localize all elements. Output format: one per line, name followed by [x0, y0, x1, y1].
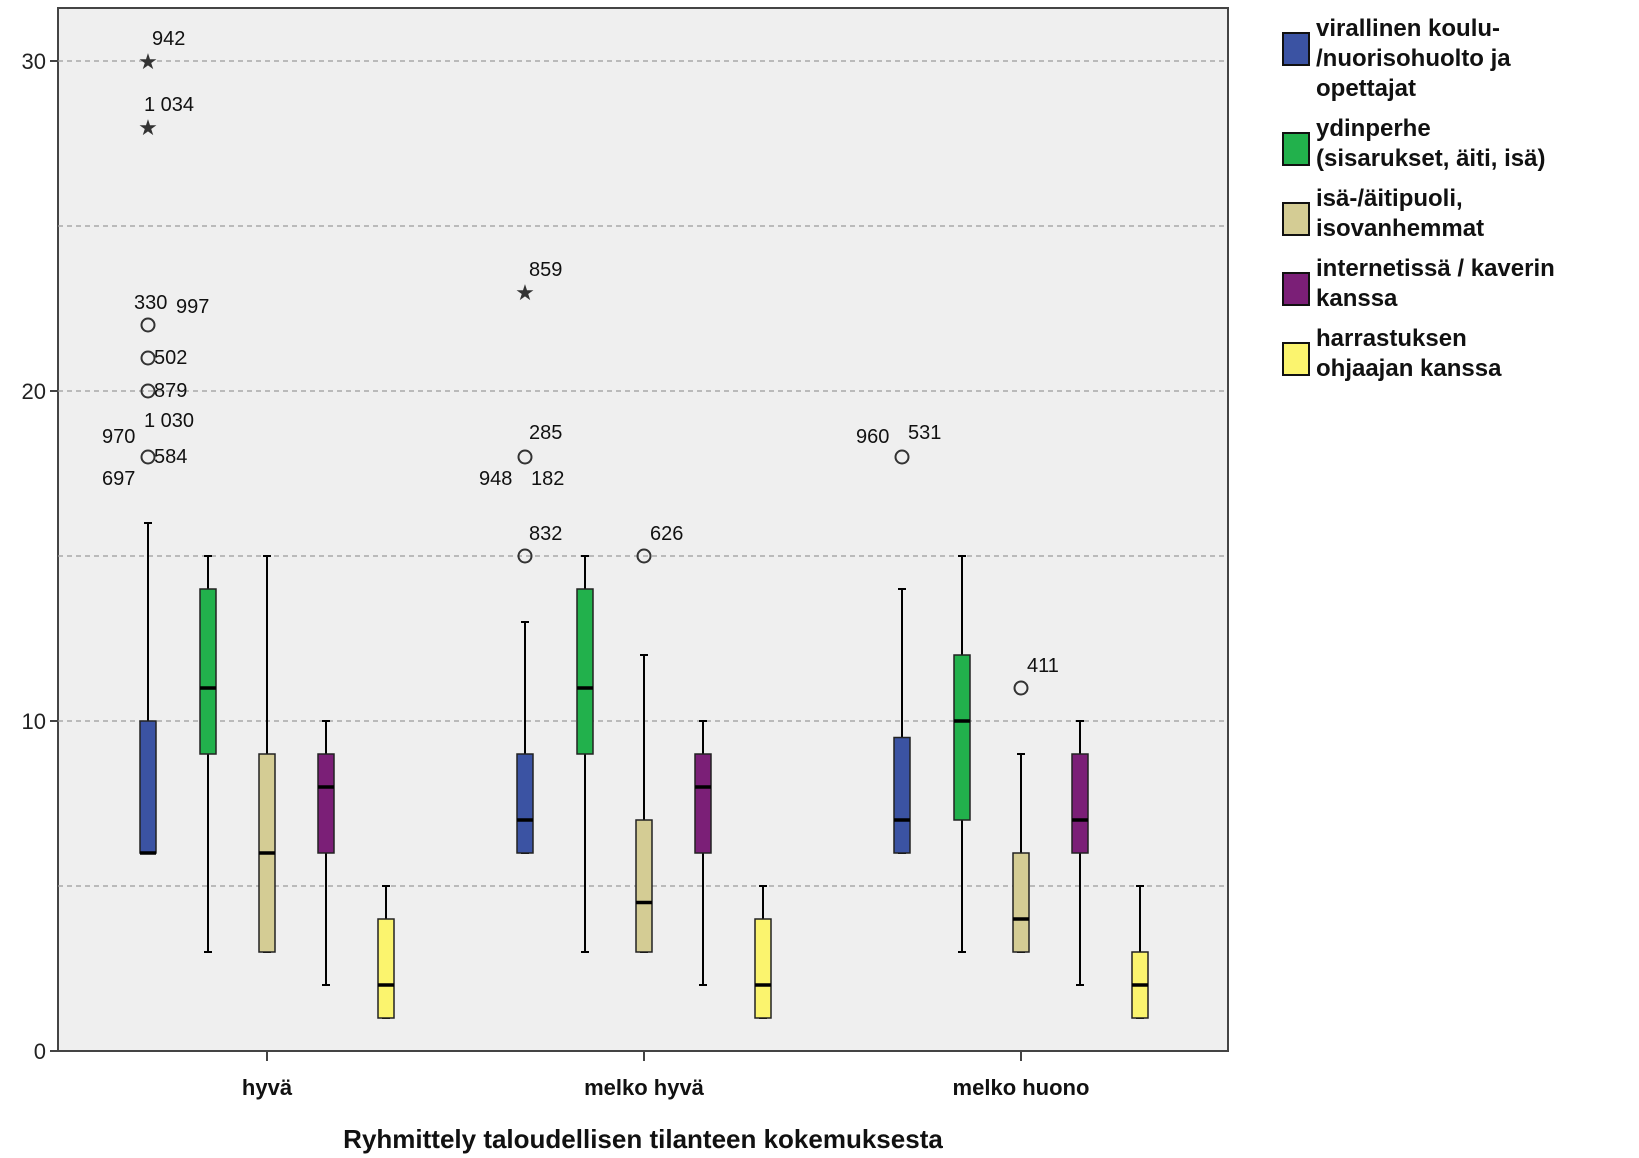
- legend-swatch: [1282, 272, 1310, 306]
- box-iqr: [893, 736, 911, 854]
- x-tick-label: hyvä: [242, 1075, 293, 1100]
- box: [1131, 885, 1149, 1019]
- legend-swatch: [1282, 132, 1310, 166]
- outlier-star: ★: [138, 50, 158, 75]
- legend-item: ydinperhe (sisarukset, äiti, isä): [1282, 114, 1632, 174]
- y-tick-label: 20: [22, 379, 46, 404]
- box: [377, 885, 395, 1019]
- box: [953, 555, 971, 953]
- box: [754, 885, 772, 1019]
- legend-label-line: opettajat: [1316, 75, 1417, 102]
- outlier-circle: [517, 449, 533, 465]
- box: [199, 555, 217, 953]
- outlier-circle: [140, 317, 156, 333]
- legend-label-line: harrastuksen: [1316, 325, 1467, 352]
- legend-label-line: /nuorisohuolto ja: [1316, 45, 1511, 72]
- legend-swatch: [1282, 32, 1310, 66]
- box: [1071, 720, 1089, 986]
- box-iqr: [576, 588, 594, 755]
- outlier-label: 970: [102, 426, 135, 448]
- box-iqr: [516, 753, 534, 854]
- y-tick-label: 0: [34, 1039, 46, 1064]
- x-tick-label: melko huono: [953, 1075, 1090, 1100]
- outlier-label: 1 034: [144, 94, 194, 116]
- legend-item: internetissä / kaverin kanssa: [1282, 254, 1632, 314]
- outlier-circle: [140, 449, 156, 465]
- legend-label-line: (sisarukset, äiti, isä): [1316, 145, 1546, 172]
- box-iqr: [953, 654, 971, 821]
- y-tick-label: 30: [22, 49, 46, 74]
- legend-label-line: ohjaajan kanssa: [1316, 355, 1502, 382]
- box: [139, 522, 157, 855]
- outlier-label: 502: [154, 347, 187, 369]
- box-iqr: [377, 918, 395, 1019]
- legend-label-line: ydinperhe: [1316, 115, 1431, 142]
- outlier-label: 879: [154, 380, 187, 402]
- outlier-label: 626: [650, 523, 683, 545]
- box-iqr: [1012, 852, 1030, 953]
- legend-label-line: virallinen koulu-: [1316, 15, 1501, 42]
- x-tick-label: melko hyvä: [584, 1075, 705, 1100]
- box: [576, 555, 594, 953]
- outlier-label: 584: [154, 446, 187, 468]
- outlier-label: 182: [531, 468, 564, 490]
- legend-label: virallinen koulu- /nuorisohuolto ja opetta…: [1316, 14, 1511, 104]
- outlier-circle: [1013, 680, 1029, 696]
- outlier-label: 997: [176, 296, 209, 318]
- legend-label: isä-/äitipuoli, isovanhemmat: [1316, 184, 1484, 244]
- x-axis-title: Ryhmittely taloudellisen tilanteen kokem…: [343, 1124, 943, 1154]
- box-iqr: [139, 720, 157, 854]
- box-iqr: [754, 918, 772, 1019]
- legend-swatch: [1282, 202, 1310, 236]
- legend: virallinen koulu- /nuorisohuolto ja opetta…: [1282, 14, 1632, 394]
- outlier-label: 832: [529, 523, 562, 545]
- outlier-circle: [636, 548, 652, 564]
- legend-item: harrastuksen ohjaajan kanssa: [1282, 324, 1632, 384]
- box: [258, 555, 276, 953]
- box-iqr: [635, 819, 653, 953]
- legend-label-line: isä-/äitipuoli,: [1316, 185, 1463, 212]
- legend-label: ydinperhe (sisarukset, äiti, isä): [1316, 114, 1545, 174]
- outlier-label: 859: [529, 259, 562, 281]
- legend-item: virallinen koulu- /nuorisohuolto ja opetta…: [1282, 14, 1632, 104]
- y-tick-label: 10: [22, 709, 46, 734]
- box: [635, 654, 653, 953]
- box: [893, 588, 911, 854]
- outlier-label: 942: [152, 28, 185, 50]
- outlier-label: 697: [102, 468, 135, 490]
- legend-label-line: isovanhemmat: [1316, 215, 1485, 242]
- box: [317, 720, 335, 986]
- outlier-star: ★: [515, 281, 535, 306]
- box: [516, 621, 534, 854]
- outlier-label: 531: [908, 422, 941, 444]
- box: [1012, 753, 1030, 953]
- outlier-circle: [140, 350, 156, 366]
- legend-label: internetissä / kaverin kanssa: [1316, 254, 1555, 314]
- box-iqr: [694, 753, 712, 854]
- outlier-circle: [894, 449, 910, 465]
- outlier-label: 960: [856, 426, 889, 448]
- outlier-circle: [517, 548, 533, 564]
- outlier-label: 330: [134, 292, 167, 314]
- box-iqr: [1071, 753, 1089, 854]
- outlier-label: 285: [529, 422, 562, 444]
- outlier-label: 1 030: [144, 410, 194, 432]
- x-axis: hyvä melko hyvä melko huono: [242, 1051, 1090, 1100]
- outlier-label: 411: [1027, 655, 1059, 677]
- box-iqr: [317, 753, 335, 854]
- box: [694, 720, 712, 986]
- outlier-star: ★: [138, 116, 158, 141]
- legend-label-line: kanssa: [1316, 285, 1398, 312]
- legend-item: isä-/äitipuoli, isovanhemmat: [1282, 184, 1632, 244]
- boxes: [139, 522, 1149, 1019]
- outlier-label: 948: [479, 468, 512, 490]
- legend-label: harrastuksen ohjaajan kanssa: [1316, 324, 1501, 384]
- box-iqr: [199, 588, 217, 755]
- y-axis: 0 10 20 30: [22, 49, 58, 1064]
- outlier-circle: [140, 383, 156, 399]
- legend-swatch: [1282, 342, 1310, 376]
- legend-label-line: internetissä / kaverin: [1316, 255, 1555, 282]
